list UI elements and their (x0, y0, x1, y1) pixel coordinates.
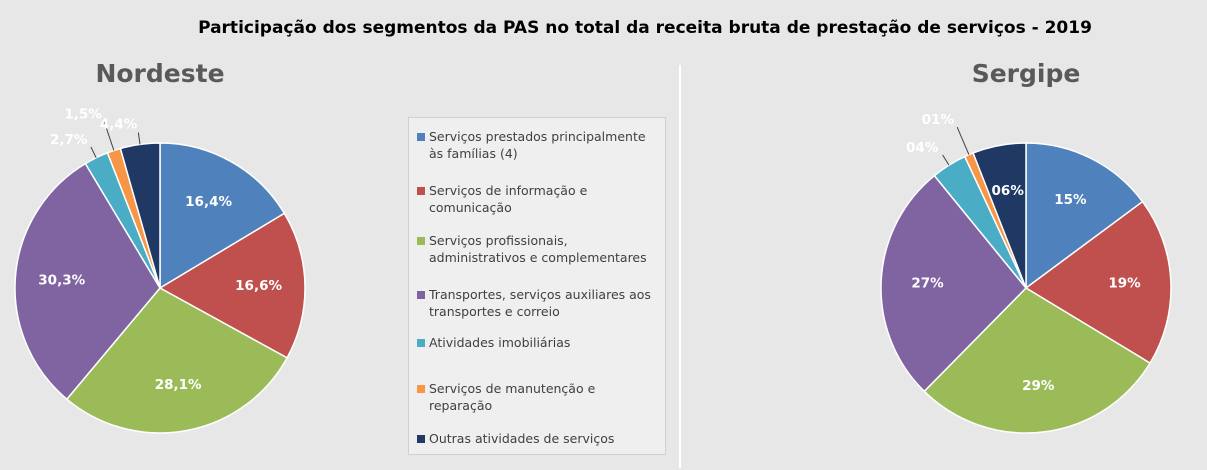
data-label: 29% (1022, 378, 1055, 394)
legend-label: Serviços de manutenção e reparação (429, 381, 596, 413)
legend-item: Transportes, serviços auxiliares aos tra… (415, 286, 660, 320)
legend-swatch (417, 187, 425, 195)
pie-title: Nordeste (95, 59, 224, 88)
legend-label: Outras atividades de serviços (429, 431, 615, 446)
legend-label: Serviços profissionais, administrativos … (429, 233, 647, 265)
pie-slice (1025, 142, 1144, 290)
legend-item: Outras atividades de serviços (415, 430, 660, 447)
legend-swatch (417, 339, 425, 347)
data-label: 15% (1054, 192, 1087, 208)
chart-title: Participação dos segmentos da PAS no tot… (198, 18, 1092, 38)
data-label: 16,4% (185, 194, 232, 210)
legend-label: Serviços prestados principalmente às fam… (429, 129, 646, 161)
legend-item: Serviços de manutenção e reparação (415, 380, 660, 414)
leader-line (90, 146, 97, 159)
legend-item: Serviços profissionais, administrativos … (415, 232, 660, 266)
legend-item: Serviços de informação e comunicação (415, 182, 660, 216)
pie-slice (14, 162, 161, 401)
pie-slice (972, 142, 1027, 289)
pie-slice (880, 174, 1028, 393)
pie-slice (119, 142, 161, 289)
legend-swatch (417, 291, 425, 299)
data-label: 19% (1108, 275, 1141, 291)
legend-item: Atividades imobiliárias (415, 334, 660, 351)
data-label: 06% (992, 183, 1025, 199)
pie-slice (158, 212, 306, 359)
pie-slice (159, 142, 286, 290)
pie-title: Sergipe (972, 59, 1081, 88)
data-label: 2,7% (50, 132, 88, 148)
data-label: 30,3% (38, 272, 85, 288)
pie-slice (1024, 200, 1172, 365)
legend-swatch (417, 435, 425, 443)
leader-line (103, 121, 115, 151)
data-label: 1,5% (64, 106, 102, 122)
legend-swatch (417, 385, 425, 393)
legend-label: Transportes, serviços auxiliares aos tra… (429, 287, 651, 319)
pie-slice (923, 287, 1152, 434)
legend: Serviços prestados principalmente às fam… (408, 117, 666, 455)
data-label: 28,1% (155, 377, 202, 393)
pie-slice (65, 287, 289, 434)
data-label: 27% (911, 275, 944, 291)
leader-line (942, 154, 950, 166)
data-label: 04% (906, 140, 939, 156)
data-label: 4,4% (100, 117, 138, 133)
leader-line (137, 132, 141, 145)
legend-swatch (417, 133, 425, 141)
leader-line (956, 126, 970, 155)
legend-item: Serviços prestados principalmente às fam… (415, 128, 660, 162)
legend-label: Atividades imobiliárias (429, 335, 571, 350)
legend-swatch (417, 237, 425, 245)
data-label: 16,6% (235, 278, 282, 294)
data-label: 01% (922, 112, 955, 128)
legend-label: Serviços de informação e comunicação (429, 183, 588, 215)
